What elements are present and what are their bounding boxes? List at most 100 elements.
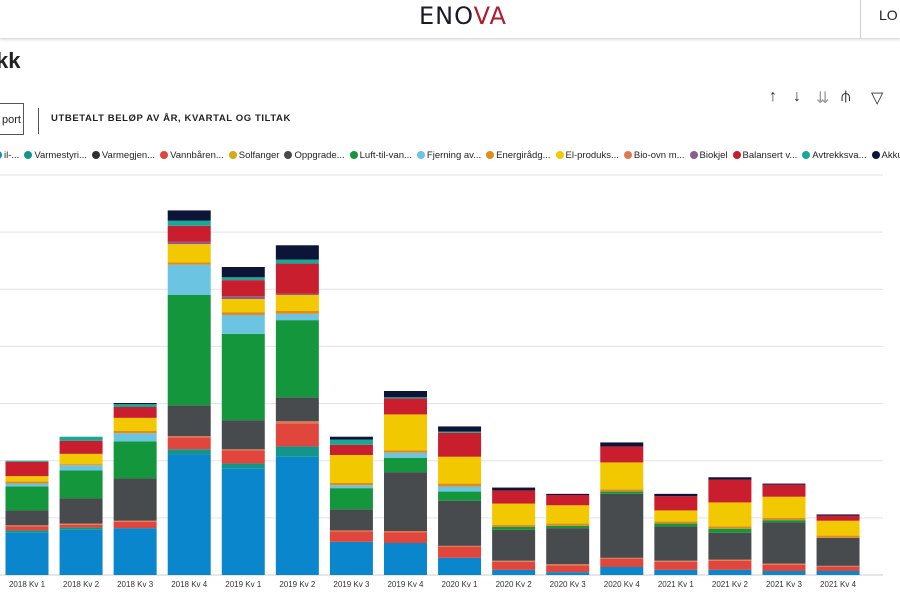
bar-segment[interactable] xyxy=(816,565,860,567)
bar-segment[interactable] xyxy=(654,561,698,570)
bar-segment[interactable] xyxy=(383,452,427,458)
bar-segment[interactable] xyxy=(492,503,536,525)
bar-segment[interactable] xyxy=(113,431,157,434)
bar-segment[interactable] xyxy=(113,478,157,521)
bar-segment[interactable] xyxy=(600,462,644,490)
bar-segment[interactable] xyxy=(708,560,752,570)
bar-segment[interactable] xyxy=(600,557,644,559)
bar-segment[interactable] xyxy=(113,521,157,529)
bar-segment[interactable] xyxy=(546,523,590,526)
bar-segment[interactable] xyxy=(59,524,103,528)
bar-segment[interactable] xyxy=(329,541,373,575)
bar-segment[interactable] xyxy=(708,559,752,561)
bar-segment[interactable] xyxy=(492,529,536,561)
bar-segment[interactable] xyxy=(438,483,482,487)
bar-segment[interactable] xyxy=(762,496,806,518)
bar-segment[interactable] xyxy=(59,470,103,499)
bar-segment[interactable] xyxy=(59,527,103,530)
bar-segment[interactable] xyxy=(492,560,536,562)
bar-segment[interactable] xyxy=(438,547,482,558)
bar-segment[interactable] xyxy=(383,450,427,453)
bar-segment[interactable] xyxy=(113,528,157,575)
bar-segment[interactable] xyxy=(275,423,319,447)
bar-segment[interactable] xyxy=(275,320,319,398)
enova-logo[interactable]: ENOVA xyxy=(419,2,507,30)
bar-segment[interactable] xyxy=(546,564,590,566)
legend-item[interactable]: Vannbåren... xyxy=(160,150,224,161)
bar-segment[interactable] xyxy=(59,465,103,471)
bar-segment[interactable] xyxy=(654,560,698,562)
bar-segment[interactable] xyxy=(600,489,644,492)
legend-item[interactable]: Energirådg... xyxy=(486,150,551,161)
bar-segment[interactable] xyxy=(167,437,211,450)
bar-segment[interactable] xyxy=(221,312,265,315)
bar-segment[interactable] xyxy=(492,561,536,570)
bar-segment[interactable] xyxy=(113,404,157,407)
bar-segment[interactable] xyxy=(221,267,265,278)
bar-segment[interactable] xyxy=(5,486,49,511)
bar-segment[interactable] xyxy=(113,520,157,522)
bar-segment[interactable] xyxy=(438,432,482,457)
bar-segment[interactable] xyxy=(762,522,806,564)
bar-segment[interactable] xyxy=(329,436,373,440)
bar-segment[interactable] xyxy=(600,493,644,558)
bar-segment[interactable] xyxy=(492,490,536,504)
bar-segment[interactable] xyxy=(167,244,211,263)
bar-segment[interactable] xyxy=(708,477,752,480)
bar-segment[interactable] xyxy=(5,460,49,462)
bar-segment[interactable] xyxy=(546,528,590,565)
bar-segment[interactable] xyxy=(816,571,860,575)
bar-segment[interactable] xyxy=(708,528,752,533)
legend-item[interactable]: Varmegjen... xyxy=(91,150,155,161)
bar-segment[interactable] xyxy=(59,529,103,575)
bar-segment[interactable] xyxy=(654,496,698,511)
bar-segment[interactable] xyxy=(167,436,211,438)
bar-segment[interactable] xyxy=(383,414,427,451)
bar-segment[interactable] xyxy=(654,523,698,527)
bar-segment[interactable] xyxy=(438,456,482,484)
bar-segment[interactable] xyxy=(762,571,806,575)
bar-segment[interactable] xyxy=(329,483,373,486)
bar-segment[interactable] xyxy=(438,431,482,433)
bar-segment[interactable] xyxy=(762,520,806,523)
legend-item[interactable]: El-produks... xyxy=(555,150,619,161)
arrow-down-icon[interactable]: ↓ xyxy=(793,88,801,105)
export-button[interactable]: port xyxy=(0,103,24,135)
arrow-up-icon[interactable]: ↑ xyxy=(769,88,777,105)
bar-segment[interactable] xyxy=(546,525,590,529)
bar-segment[interactable] xyxy=(329,455,373,483)
bar-segment[interactable] xyxy=(816,515,860,521)
bar-segment[interactable] xyxy=(816,567,860,571)
bar-segment[interactable] xyxy=(438,557,482,575)
bar-segment[interactable] xyxy=(275,245,319,260)
bar-segment[interactable] xyxy=(221,333,265,421)
bar-segment[interactable] xyxy=(708,502,752,527)
legend-item[interactable]: Oppgrade... xyxy=(284,150,345,161)
bar-segment[interactable] xyxy=(654,569,698,575)
bar-segment[interactable] xyxy=(167,405,211,437)
legend-item[interactable]: Varmestyri... xyxy=(24,150,87,161)
bar-segment[interactable] xyxy=(600,567,644,575)
bar-segment[interactable] xyxy=(492,487,536,491)
bar-segment[interactable] xyxy=(59,436,103,441)
bar-segment[interactable] xyxy=(275,259,319,264)
bar-segment[interactable] xyxy=(708,479,752,503)
bar-segment[interactable] xyxy=(5,530,49,533)
bar-segment[interactable] xyxy=(275,421,319,424)
bar-segment[interactable] xyxy=(113,441,157,479)
bar-segment[interactable] xyxy=(5,532,49,575)
bar-segment[interactable] xyxy=(708,532,752,560)
bar-segment[interactable] xyxy=(275,313,319,321)
bar-segment[interactable] xyxy=(438,491,482,501)
bar-segment[interactable] xyxy=(167,262,211,265)
bar-segment[interactable] xyxy=(275,263,319,294)
bar-segment[interactable] xyxy=(329,485,373,489)
bar-segment[interactable] xyxy=(113,407,157,418)
bar-segment[interactable] xyxy=(600,491,644,494)
bar-segment[interactable] xyxy=(762,517,806,521)
legend-item[interactable]: Avtrekksva... xyxy=(802,150,867,161)
bar-segment[interactable] xyxy=(329,530,373,532)
bar-segment[interactable] xyxy=(600,442,644,447)
bar-segment[interactable] xyxy=(383,457,427,473)
bar-segment[interactable] xyxy=(492,569,536,575)
